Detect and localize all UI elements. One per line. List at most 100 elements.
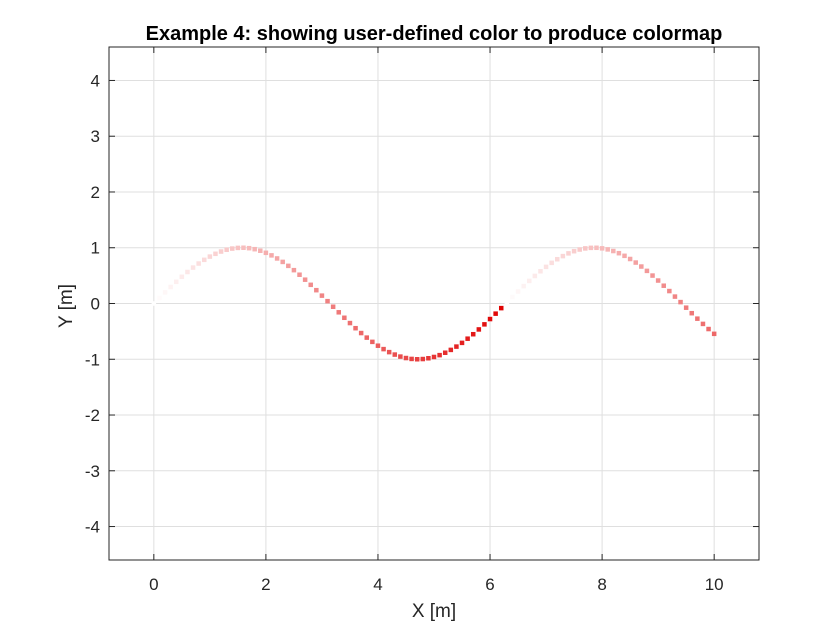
data-point	[599, 246, 605, 251]
data-point	[358, 330, 364, 336]
data-point	[398, 354, 403, 359]
y-tick-label: -3	[85, 462, 100, 481]
data-point	[342, 315, 347, 321]
data-point	[414, 357, 420, 362]
x-tick-label: 4	[373, 575, 382, 594]
data-point	[173, 279, 179, 285]
y-tick-label: 0	[91, 295, 100, 314]
data-point	[532, 273, 538, 279]
data-point	[319, 293, 325, 298]
data-point	[616, 250, 622, 256]
x-tick-label: 2	[261, 575, 270, 594]
data-point	[566, 251, 571, 256]
data-point	[493, 311, 498, 316]
data-point	[476, 327, 482, 332]
data-point	[370, 339, 375, 345]
data-point	[560, 253, 566, 259]
data-point	[179, 274, 185, 280]
data-point	[510, 294, 515, 300]
x-tick-label: 0	[149, 575, 158, 594]
data-point	[555, 256, 560, 262]
data-point	[583, 246, 588, 251]
data-point	[353, 325, 358, 331]
data-point	[465, 336, 470, 341]
data-point	[207, 254, 213, 259]
data-point	[667, 288, 672, 294]
data-point	[185, 269, 190, 275]
data-point	[162, 290, 168, 295]
x-tick-label: 10	[705, 575, 724, 594]
data-point	[700, 321, 706, 327]
x-tick-label: 8	[597, 575, 606, 594]
chart-title: Example 4: showing user-defined color to…	[146, 23, 723, 45]
data-point	[521, 283, 526, 289]
data-point	[515, 289, 521, 294]
data-point	[213, 251, 218, 257]
data-point	[695, 316, 700, 321]
data-point	[482, 322, 487, 327]
data-point	[246, 245, 252, 251]
data-point	[218, 249, 224, 254]
data-point	[683, 305, 689, 310]
data-point	[442, 350, 448, 355]
data-point	[678, 299, 683, 305]
data-point	[611, 248, 616, 254]
data-point	[336, 310, 341, 315]
ticks	[109, 47, 759, 560]
data-point	[672, 294, 678, 299]
data-point	[426, 356, 431, 361]
data-point	[224, 247, 229, 252]
y-tick-label: -4	[85, 518, 100, 537]
data-point	[241, 245, 246, 250]
data-point	[330, 304, 336, 309]
data-point	[577, 247, 582, 252]
y-tick-label: -1	[85, 350, 100, 369]
data-point	[689, 310, 695, 316]
data-point	[655, 278, 661, 283]
data-point	[269, 253, 274, 258]
data-point	[168, 284, 173, 290]
data-point	[151, 301, 157, 306]
data-point	[157, 295, 162, 301]
data-point	[470, 331, 476, 337]
data-point	[549, 260, 554, 266]
data-point	[375, 343, 381, 348]
data-point	[381, 346, 386, 352]
data-point	[594, 245, 599, 251]
data-point	[314, 287, 319, 293]
data-markers	[151, 245, 717, 362]
data-point	[437, 352, 442, 358]
data-point	[420, 356, 426, 362]
data-point	[302, 277, 308, 282]
data-point	[504, 300, 510, 305]
data-point	[543, 264, 549, 270]
y-tick-label: 2	[91, 183, 100, 202]
data-point	[325, 298, 330, 304]
data-point	[661, 283, 666, 288]
data-point	[291, 267, 297, 273]
data-point	[588, 245, 594, 251]
data-point	[258, 248, 263, 254]
data-point	[202, 257, 207, 263]
data-point	[538, 269, 543, 274]
y-axis-label: Y [m]	[56, 284, 77, 328]
data-point	[235, 245, 241, 251]
data-point	[392, 352, 398, 357]
data-point	[644, 268, 650, 274]
data-point	[571, 248, 577, 254]
data-point	[263, 250, 269, 256]
data-point	[605, 247, 610, 252]
data-point	[633, 260, 638, 265]
data-point	[448, 347, 454, 353]
x-axis-label: X [m]	[412, 601, 456, 622]
data-point	[297, 272, 302, 277]
data-point	[286, 263, 291, 269]
tick-labels: 0 2 4 6 8 10 -4 -3 -2 -1 0 1 2 3 4	[85, 71, 724, 594]
data-point	[639, 264, 644, 269]
data-point	[196, 261, 201, 266]
data-point	[347, 320, 353, 326]
data-point	[308, 282, 313, 288]
data-point	[431, 354, 437, 360]
data-point	[280, 259, 285, 265]
